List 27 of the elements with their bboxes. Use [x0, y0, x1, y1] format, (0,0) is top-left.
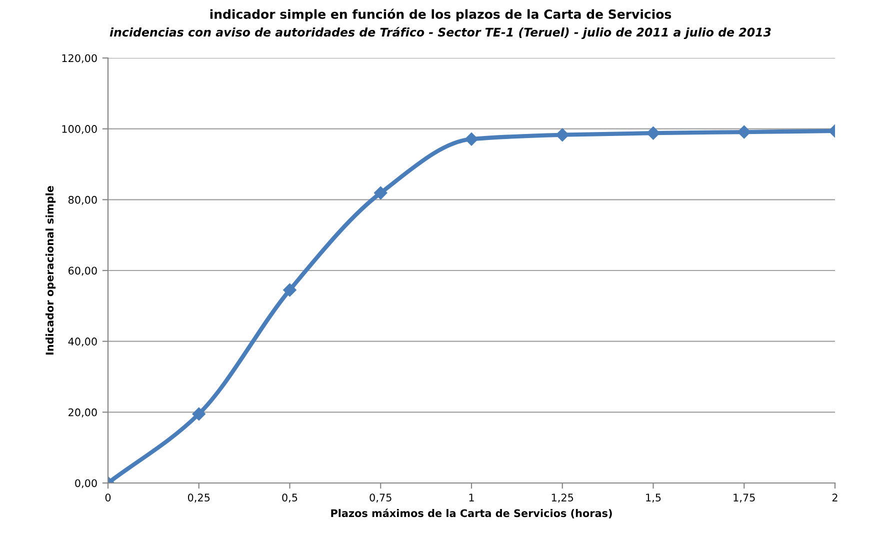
point [738, 125, 751, 139]
x-tick-label: 0 [105, 494, 111, 502]
x-axis-title: Plazos máximos de la Carta de Servicios (horas) [331, 508, 612, 518]
y-tick-label: 120,00 [62, 54, 97, 64]
y-tick-label: 40,00 [68, 338, 97, 346]
x-tick-label: 1,25 [552, 494, 574, 503]
x-tick-label: 2 [832, 494, 838, 502]
y-axis-title: Indicador operacional simple [46, 186, 56, 355]
point [556, 128, 569, 142]
x-tick-label: 1 [469, 494, 474, 502]
x-tick-label: 0,5 [282, 494, 298, 503]
y-tick-label: 60,00 [68, 266, 97, 276]
x-tick-label: 1,5 [646, 494, 661, 503]
x-tick-label: 1,75 [734, 494, 755, 503]
y-tick-label: 0,00 [75, 479, 97, 488]
point [374, 186, 388, 200]
point [646, 126, 660, 140]
chart-title: indicador simple en función de los plazos de la Carta de Servicios [210, 8, 672, 22]
chart-subtitle: incidencias con aviso de autoridades de Tráfico - Sector TE-1 (Teruel) - julio de 2011 a julio de 2013 [110, 27, 771, 39]
y-tick-label: 20,00 [68, 408, 97, 418]
x-tick-label: 0,75 [370, 494, 392, 503]
point [283, 283, 296, 297]
y-tick-label: 80,00 [68, 196, 97, 205]
point [192, 407, 206, 421]
y-tick-label: 100,00 [62, 125, 97, 134]
point [464, 132, 478, 146]
x-tick-label: 0,25 [188, 494, 210, 503]
